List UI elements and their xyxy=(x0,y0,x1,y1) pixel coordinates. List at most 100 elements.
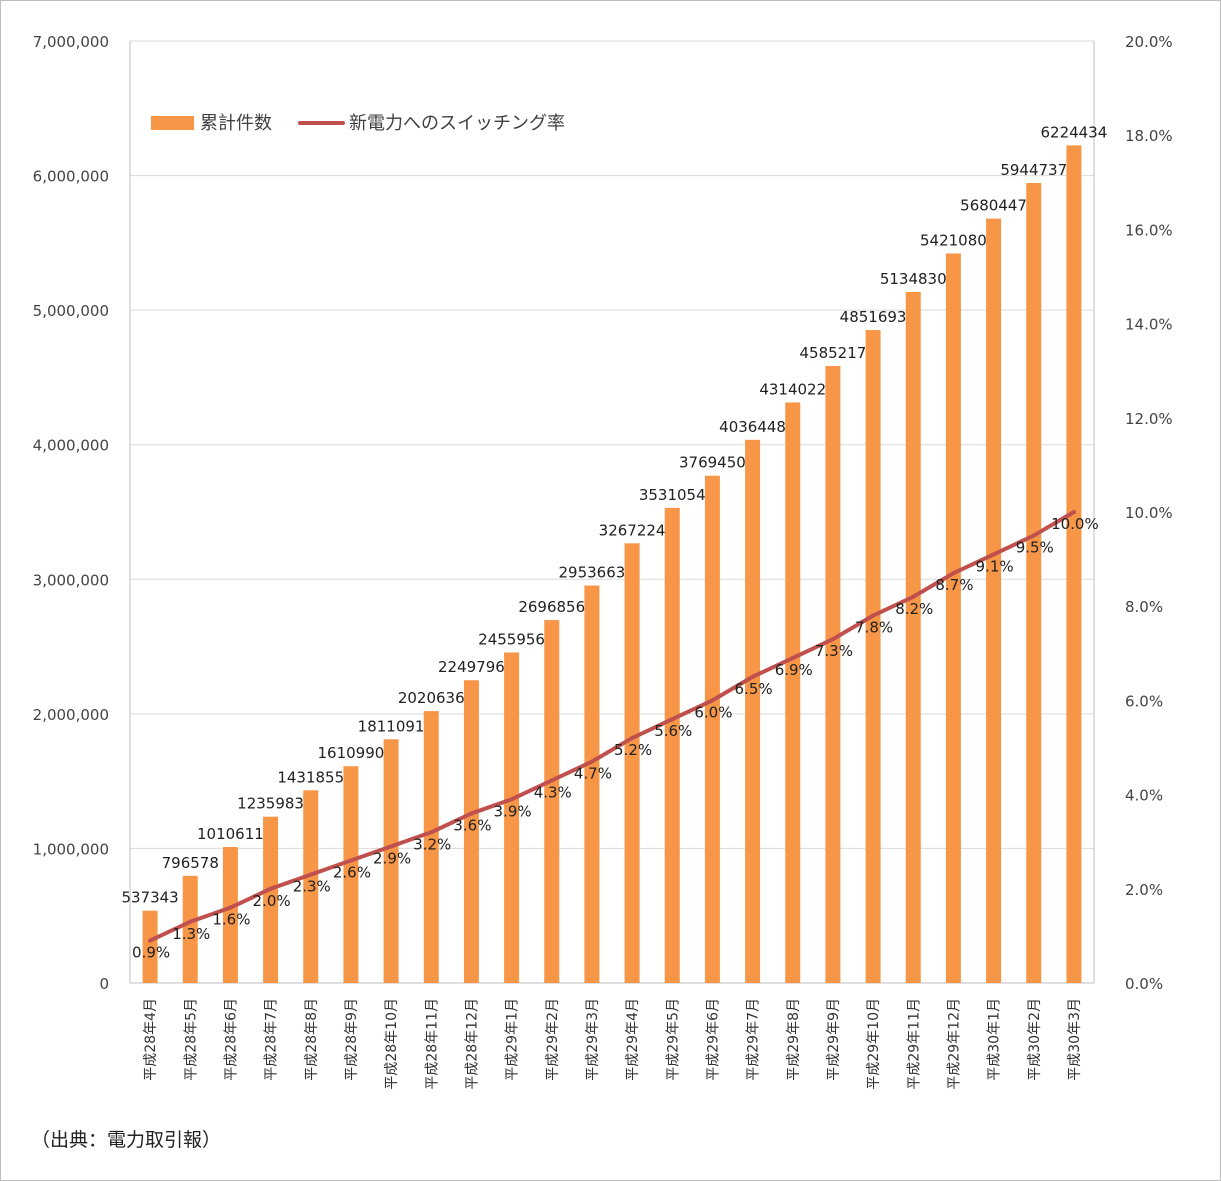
y-left-tick-label: 4,000,000 xyxy=(33,437,109,455)
y-left-tick-label: 5,000,000 xyxy=(33,302,109,320)
y-right-tick-label: 0.0% xyxy=(1125,975,1163,993)
line-point xyxy=(549,778,554,783)
line-data-label: 0.9% xyxy=(132,944,170,962)
bar xyxy=(1066,145,1082,983)
y-left-tick-label: 6,000,000 xyxy=(33,168,109,186)
y-left-tick-label: 7,000,000 xyxy=(33,33,109,51)
y-right-tick-label: 12.0% xyxy=(1125,410,1173,428)
bar xyxy=(865,330,881,984)
bar-data-label: 1235983 xyxy=(237,795,304,813)
line-point xyxy=(268,886,273,891)
line-data-label: 2.6% xyxy=(333,864,371,882)
line-point xyxy=(389,844,394,849)
line-point xyxy=(228,905,233,910)
line-data-label: 5.2% xyxy=(614,741,652,759)
line-data-label: 9.5% xyxy=(1016,539,1054,557)
bar xyxy=(704,475,720,983)
bar-data-label: 3267224 xyxy=(599,521,666,539)
y-left-tick-label: 2,000,000 xyxy=(33,706,109,724)
bar-data-label: 2455956 xyxy=(478,630,545,648)
line-data-label: 9.1% xyxy=(976,557,1014,575)
line-data-label: 6.9% xyxy=(775,661,813,679)
line-point xyxy=(188,919,193,924)
y-right-tick-label: 2.0% xyxy=(1125,881,1163,899)
bar xyxy=(423,711,439,983)
bar xyxy=(905,291,921,983)
bar-data-label: 3769450 xyxy=(679,454,746,472)
bar xyxy=(142,910,158,983)
x-category-label: 平成30年2月 xyxy=(1027,998,1043,1081)
y-right-tick-label: 14.0% xyxy=(1125,316,1173,334)
bar xyxy=(584,585,600,983)
x-category-label: 平成29年5月 xyxy=(665,998,681,1081)
line-data-label: 8.7% xyxy=(935,576,973,594)
y-right-tick-label: 20.0% xyxy=(1125,33,1173,51)
x-category-label: 平成29年11月 xyxy=(906,998,922,1090)
line-data-label: 6.5% xyxy=(735,680,773,698)
line-data-label: 3.6% xyxy=(453,816,491,834)
bar xyxy=(343,766,359,983)
bar-data-label: 1431855 xyxy=(277,768,344,786)
bar xyxy=(544,620,560,983)
bar-data-label: 5680447 xyxy=(960,197,1027,215)
bar xyxy=(263,816,279,983)
bar-data-label: 5134830 xyxy=(880,270,947,288)
y-left-tick-label: 1,000,000 xyxy=(33,840,109,858)
bar xyxy=(664,507,680,983)
line-data-label: 1.6% xyxy=(212,911,250,929)
bar-data-label: 5944737 xyxy=(1000,161,1067,179)
bar-data-label: 2953663 xyxy=(559,564,626,582)
x-category-label: 平成29年6月 xyxy=(705,998,721,1081)
x-category-label: 平成28年5月 xyxy=(183,998,199,1081)
line-data-label: 5.6% xyxy=(654,722,692,740)
x-category-label: 平成29年4月 xyxy=(625,998,641,1081)
x-category-label: 平成29年3月 xyxy=(585,998,601,1081)
line-point xyxy=(1071,510,1076,514)
line-point xyxy=(951,571,956,576)
bar-data-label: 2020636 xyxy=(398,689,465,707)
bar xyxy=(624,543,640,983)
line-data-label: 2.9% xyxy=(373,849,411,867)
line-point xyxy=(429,830,434,835)
bar xyxy=(303,790,319,983)
bar xyxy=(745,439,761,983)
line-point xyxy=(1031,533,1036,538)
line-data-label: 3.2% xyxy=(413,835,451,853)
line-data-label: 2.3% xyxy=(293,878,331,896)
line-data-label: 4.3% xyxy=(534,783,572,801)
legend-bar-swatch xyxy=(151,116,194,130)
x-category-label: 平成28年8月 xyxy=(304,998,320,1081)
line-data-label: 3.9% xyxy=(494,802,532,820)
x-category-label: 平成29年7月 xyxy=(746,998,762,1081)
line-point xyxy=(871,613,876,618)
bar xyxy=(986,218,1002,984)
x-category-label: 平成30年1月 xyxy=(987,998,1003,1081)
line-point xyxy=(589,759,594,764)
bar-data-label: 5421080 xyxy=(920,231,987,249)
y-right-tick-label: 6.0% xyxy=(1125,692,1163,710)
bar-data-label: 537343 xyxy=(121,889,178,907)
line-point xyxy=(630,736,635,741)
line-point xyxy=(308,872,313,877)
x-category-label: 平成29年1月 xyxy=(505,998,521,1081)
line-point xyxy=(670,717,675,722)
legend-label-line: 新電力へのスイッチング率 xyxy=(349,113,565,134)
source-note: （出典：電力取引報） xyxy=(31,1129,222,1151)
bar xyxy=(383,739,399,983)
line-data-label: 2.0% xyxy=(253,892,291,910)
y-right-tick-label: 10.0% xyxy=(1125,504,1173,522)
line-point xyxy=(509,797,514,802)
y-right-tick-label: 4.0% xyxy=(1125,787,1163,805)
bar xyxy=(182,875,198,983)
line-point xyxy=(469,811,474,816)
bar-data-label: 2249796 xyxy=(438,658,505,676)
line-point xyxy=(830,637,835,642)
line-data-label: 4.7% xyxy=(574,765,612,783)
bar-data-label: 796578 xyxy=(162,854,219,872)
bar xyxy=(222,847,238,983)
line-point xyxy=(148,938,153,943)
line-data-label: 6.0% xyxy=(694,703,732,721)
line-point xyxy=(790,656,795,661)
